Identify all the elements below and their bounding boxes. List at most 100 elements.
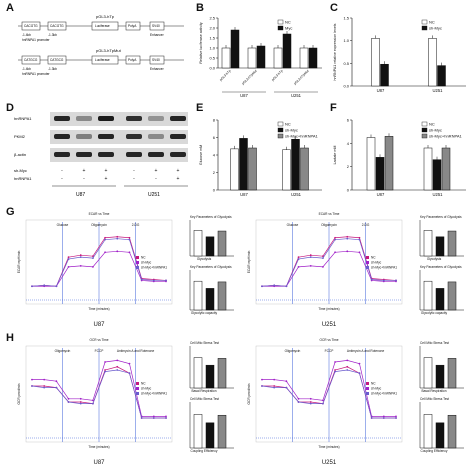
data-point (67, 397, 70, 400)
y-axis-label: OCR pmol/min (247, 383, 251, 404)
injection-label: Oligomycin (285, 349, 301, 353)
data-point (104, 369, 106, 371)
side-x-label: Glycolytic capacity (421, 311, 448, 315)
data-point (382, 415, 385, 418)
data-point (165, 415, 167, 418)
data-point (370, 417, 373, 419)
plot-header: OCR vs Time (90, 338, 109, 342)
cell-line-label: U87 (93, 322, 105, 328)
legend-swatch (277, 25, 284, 31)
bar-myc (256, 45, 266, 69)
bar-sh-myc (291, 139, 300, 191)
y-tick-label: 0.5 (343, 61, 349, 66)
data-point (67, 258, 70, 260)
data-point (297, 397, 300, 400)
panel-d-western-blot: hnRNPA1 PKM2 β-actin sh-Myc hnRNPA1 - + + -… (14, 112, 188, 198)
series-line (262, 360, 396, 417)
data-point (104, 361, 106, 363)
seahorse-plot-u251: ECAR vs Time ECAR mpH/min Time (minutes) U2… (247, 212, 403, 328)
bar-myc (308, 47, 318, 69)
y-tick-label: 8 (213, 118, 216, 123)
side-bar (435, 288, 445, 311)
side-plot-title: Key Parameters of Glycolysis (190, 265, 232, 269)
seahorse-plot-u87: ECAR vs Time ECAR mpH/min Time (minutes) U8… (17, 212, 173, 328)
data-point (395, 417, 397, 419)
data-point (128, 251, 131, 254)
side-x-label: Coupling Efficiency (420, 449, 447, 453)
data-point (116, 250, 119, 253)
construct1-caption: hnRNPA1 promoter (22, 38, 51, 42)
side-bar (447, 230, 457, 257)
data-point (309, 256, 312, 259)
shmyc-mark: + (155, 168, 158, 174)
data-point (43, 378, 46, 381)
panel-letter-a: A (6, 2, 14, 14)
blot-band (170, 152, 186, 157)
construct2-boxes: CATGCG CATGCG Luciferase PolyA SV40 Enha… (21, 55, 165, 71)
side-x-label: Glycolysis (427, 257, 442, 261)
construct1-box-3: Luciferase (95, 24, 110, 28)
legend-label: NC (285, 20, 291, 25)
legend-swatch (277, 121, 284, 127)
legend-label: sh-Myc (429, 128, 442, 133)
blot-cell-u87: U87 (76, 192, 85, 198)
side-plot-title: Key Parameters of Glycolysis (420, 215, 462, 219)
blot-band (98, 116, 114, 121)
data-point (152, 279, 155, 282)
bar-nc (366, 137, 376, 191)
side-bar (435, 364, 445, 389)
data-point (358, 362, 361, 365)
panel-letter-h: H (6, 332, 14, 344)
blot-band (76, 152, 92, 157)
data-point (322, 265, 324, 268)
cell-line-label: U251 (322, 322, 337, 328)
data-point (322, 255, 324, 258)
side-x-label: Coupling Efficiency (190, 449, 217, 453)
data-point (116, 235, 119, 238)
side-plot-title: Key Parameters of Glycolysis (420, 265, 462, 269)
legend-swatch (421, 127, 428, 133)
panel-b-luciferase-chart: 0.0 0.5 1.0 1.5 2.0 2.5 Relative luciferase ac… (199, 16, 322, 98)
blot-row-label-3: β-actin (14, 152, 26, 157)
legend-swatch (421, 121, 428, 127)
data-point (273, 378, 276, 381)
data-point (79, 264, 82, 267)
y-tick-label: 6 (213, 135, 216, 140)
x-axis-label: Time (minutes) (88, 445, 109, 449)
y-tick-label: 0.0 (209, 66, 215, 71)
x-axis-label: Time (minutes) (318, 307, 339, 311)
construct1-box-6: Enhancer (150, 33, 165, 37)
legend-label: sh-Myc+hnRNPA1 (429, 134, 462, 139)
bar-nc (423, 147, 433, 191)
construct2-box-2: CATGCG (50, 58, 64, 62)
legend-swatch (136, 261, 139, 264)
y-axis-label: Glucose mM (199, 145, 203, 165)
data-point (43, 385, 46, 387)
data-point (285, 386, 288, 389)
shmyc-mark: - (61, 168, 63, 174)
y-tick-label: 0.0 (343, 84, 349, 89)
side-bar (217, 281, 227, 311)
legend-label: sh-Myc (285, 128, 298, 133)
side-bar (205, 422, 215, 449)
bar-sh-myc (380, 63, 389, 87)
hnrnpa1-mark: + (105, 176, 108, 182)
data-point (67, 401, 70, 403)
bar-myc (282, 33, 292, 69)
legend-label: NC (371, 256, 376, 260)
data-point (382, 279, 385, 282)
side-plot-title: Cell Mito Stress Test (190, 341, 219, 345)
panel-g-ecar-seahorse: ECAR vs Time ECAR mpH/min Time (minutes) U8… (17, 212, 464, 328)
bar-nc (221, 47, 231, 69)
side-barplot: Cell Mito Stress Test Coupling Efficiency (419, 397, 464, 453)
legend-swatch (366, 392, 369, 395)
data-point (104, 236, 106, 239)
legend-swatch (277, 127, 284, 133)
construct2-box-4: PolyA (128, 58, 137, 62)
data-point (79, 401, 82, 403)
seahorse-plot-u87: OCR vs Time OCR pmol/min Time (minutes) U87… (17, 338, 173, 466)
data-point (334, 361, 336, 363)
legend-swatch (136, 387, 139, 390)
x-axis-label: Time (minutes) (88, 307, 109, 311)
legend-label: Myc (285, 26, 292, 31)
